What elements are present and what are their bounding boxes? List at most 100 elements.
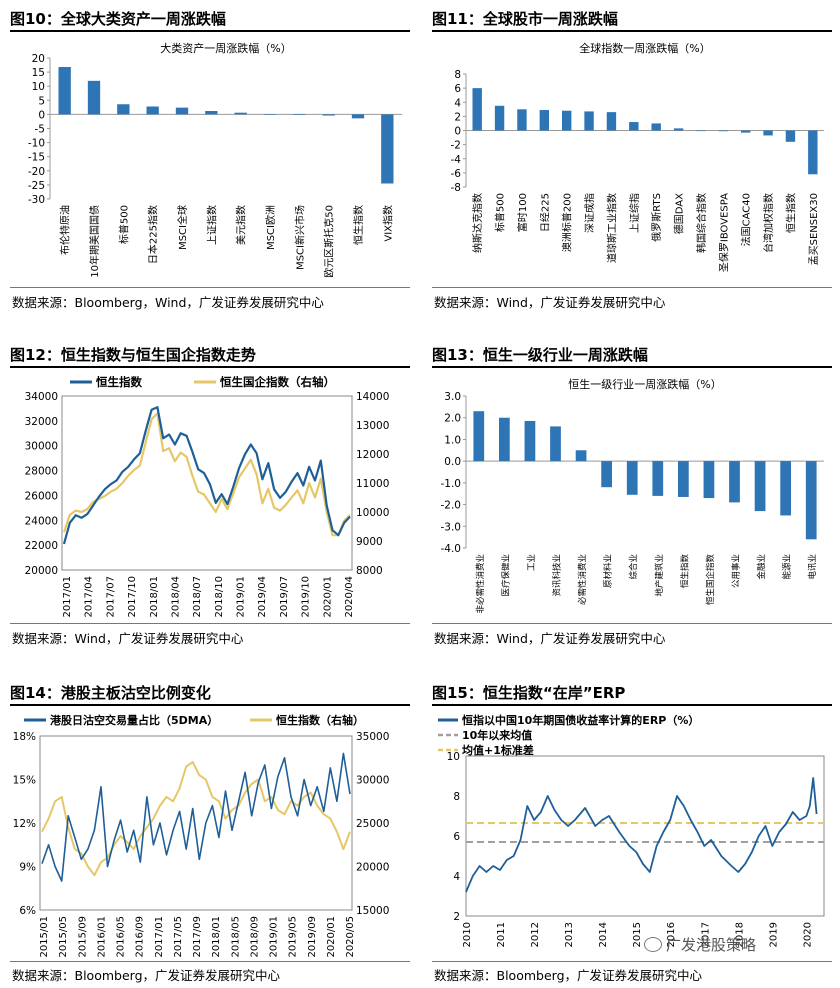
bar [175, 107, 189, 115]
y-tick-label: 3.0 [444, 391, 461, 403]
bar [763, 130, 773, 136]
figure-12-title: 图12：恒生指数与恒生国企指数走势 [10, 346, 256, 364]
x-tick-label: 2018/07 [192, 576, 203, 618]
y-tick-label: 6 [453, 831, 460, 843]
x-tick-label: 电讯业 [807, 554, 818, 580]
x-tick-label: 2017 [700, 922, 711, 947]
bar [539, 110, 550, 131]
x-tick-label: 台湾加权指数 [762, 193, 775, 253]
bar [381, 114, 394, 184]
x-tick-label: 深证成指 [583, 193, 596, 233]
left-tick-label: 30000 [25, 441, 58, 453]
x-tick-label: 2015 [632, 922, 643, 947]
x-tick-label: MSCI新兴市场 [293, 205, 306, 270]
x-tick-label: 圣保罗IBOVESPA [717, 193, 730, 272]
x-tick-label: 澳洲标普200 [561, 193, 574, 252]
x-tick-label: 美元指数 [235, 205, 248, 245]
legend-label-mean-plus-1sd: 均值+1标准差 [462, 743, 534, 757]
figure-10-source: 数据来源：Bloomberg，Wind，广发证券发展研究中心 [12, 295, 324, 310]
x-tick-label: 2017/10 [127, 576, 138, 618]
y-tick-label: 0 [454, 126, 461, 138]
figure-12-source: 数据来源：Wind，广发证券发展研究中心 [12, 631, 244, 646]
y-tick-label: -2.0 [441, 500, 462, 512]
chart-title: 恒生一级行业一周涨跌幅（%） [568, 377, 721, 391]
y-tick-label: 4 [454, 97, 461, 109]
figure-12-top-rule [10, 366, 410, 368]
chart-title: 大类资产一周涨跌幅（%） [160, 41, 291, 55]
y-tick-label: 2 [453, 911, 460, 923]
bar [498, 417, 510, 462]
bar [146, 106, 159, 115]
figure-13-bottom-rule [432, 623, 832, 624]
left-tick-label: 6% [19, 905, 36, 917]
x-tick-label: 2020 [802, 922, 813, 947]
bar [263, 114, 277, 115]
right-tick-label: 15000 [356, 905, 389, 917]
y-tick-label: -8 [451, 182, 461, 194]
x-tick-label: 2018/05 [230, 916, 241, 958]
x-tick-label: 2019/01 [269, 916, 280, 958]
y-tick-label: -15 [28, 152, 45, 164]
x-tick-label: 2016 [666, 922, 677, 947]
x-tick-label: 2017/01 [62, 576, 73, 618]
left-tick-label: 15% [13, 775, 36, 787]
bar [606, 112, 617, 131]
left-tick-label: 18% [13, 731, 36, 743]
y-tick-label: -25 [28, 180, 45, 192]
bar [473, 411, 485, 462]
y-tick-label: 2.0 [444, 413, 461, 425]
bar [58, 67, 71, 115]
watermark: 广发港股策略 [644, 934, 756, 955]
figure-11-top-rule [432, 30, 832, 32]
x-tick-label: 2017/04 [84, 576, 95, 618]
figure-14-chart: 18%15%12%9%6%350003000025000200001500020… [13, 713, 390, 958]
figure-15-source: 数据来源：Bloomberg，广发证券发展研究中心 [434, 968, 702, 983]
bar [524, 420, 536, 462]
right-tick-label: 14000 [356, 391, 389, 403]
chart-title: 全球指数一周涨跌幅（%） [579, 41, 710, 55]
x-tick-label: 标普500 [117, 205, 130, 244]
y-tick-label: 1.0 [444, 434, 461, 446]
x-tick-label: 地产建筑业 [654, 554, 665, 597]
figure-11-source: 数据来源：Wind，广发证券发展研究中心 [434, 295, 666, 310]
left-tick-label: 20000 [25, 565, 58, 577]
y-tick-label: -2 [451, 140, 461, 152]
x-tick-label: 工业 [526, 554, 537, 571]
figure-12-bottom-rule [10, 623, 410, 624]
bar [652, 461, 664, 496]
x-tick-label: 2010 [462, 922, 473, 947]
y-tick-label: 0.0 [444, 456, 461, 468]
plot-frame [39, 735, 353, 911]
x-tick-label: 2018/10 [214, 576, 225, 618]
x-tick-label: 2018/04 [170, 576, 181, 618]
x-tick-label: 上证综指 [628, 193, 641, 233]
x-tick-label: 2019/09 [307, 916, 318, 958]
right-tick-label: 12000 [356, 449, 389, 461]
left-tick-label: 34000 [25, 391, 58, 403]
right-tick-label: 35000 [356, 731, 389, 743]
x-tick-label: 2017/09 [192, 916, 203, 958]
figure-14-top-rule [10, 704, 410, 706]
bar [651, 123, 661, 131]
left-tick-label: 26000 [25, 490, 58, 502]
x-tick-label: 资讯科技业 [552, 554, 563, 597]
x-tick-label: 2017/07 [105, 576, 116, 618]
x-tick-label: 2016/09 [135, 916, 146, 958]
legend-label-mean: 10年以来均值 [462, 728, 532, 742]
y-tick-label: -3.0 [441, 521, 462, 533]
figure-14-panel: 图14：港股主板沽空比例变化 18% 15% 12% 9% 6% 35000 30000 25… [10, 682, 410, 988]
right-tick-label: 20000 [356, 862, 389, 874]
x-tick-label: 2019/10 [301, 576, 312, 618]
right-tick-label: 30000 [356, 775, 389, 787]
y-tick-label: 8 [454, 69, 461, 81]
figure-10-chart: 大类资产一周涨跌幅（%） 20 15 10 5 0 -5 -10 -15 -20 -25 -30 布伦特… [28, 41, 402, 278]
x-tick-label: 韩国综合指数 [695, 193, 708, 253]
figure-15-bottom-rule [432, 961, 832, 962]
y-tick-label: 2 [454, 111, 461, 123]
figure-10-top-rule [10, 30, 410, 32]
x-tick-label: 恒生国企指数 [705, 554, 716, 606]
figure-14-bottom-rule [10, 961, 410, 962]
figure-10-panel: 图10：全球大类资产一周涨跌幅 大类资产一周涨跌幅（%） 20 15 10 5 0 -5 -1… [10, 8, 410, 318]
legend-label-hsi: 恒生指数 [96, 375, 142, 389]
figure-13-panel: 图13：恒生一级行业一周涨跌幅 恒生一级行业一周涨跌幅（%） 3.0 2.0 1.0 0… [432, 344, 832, 654]
